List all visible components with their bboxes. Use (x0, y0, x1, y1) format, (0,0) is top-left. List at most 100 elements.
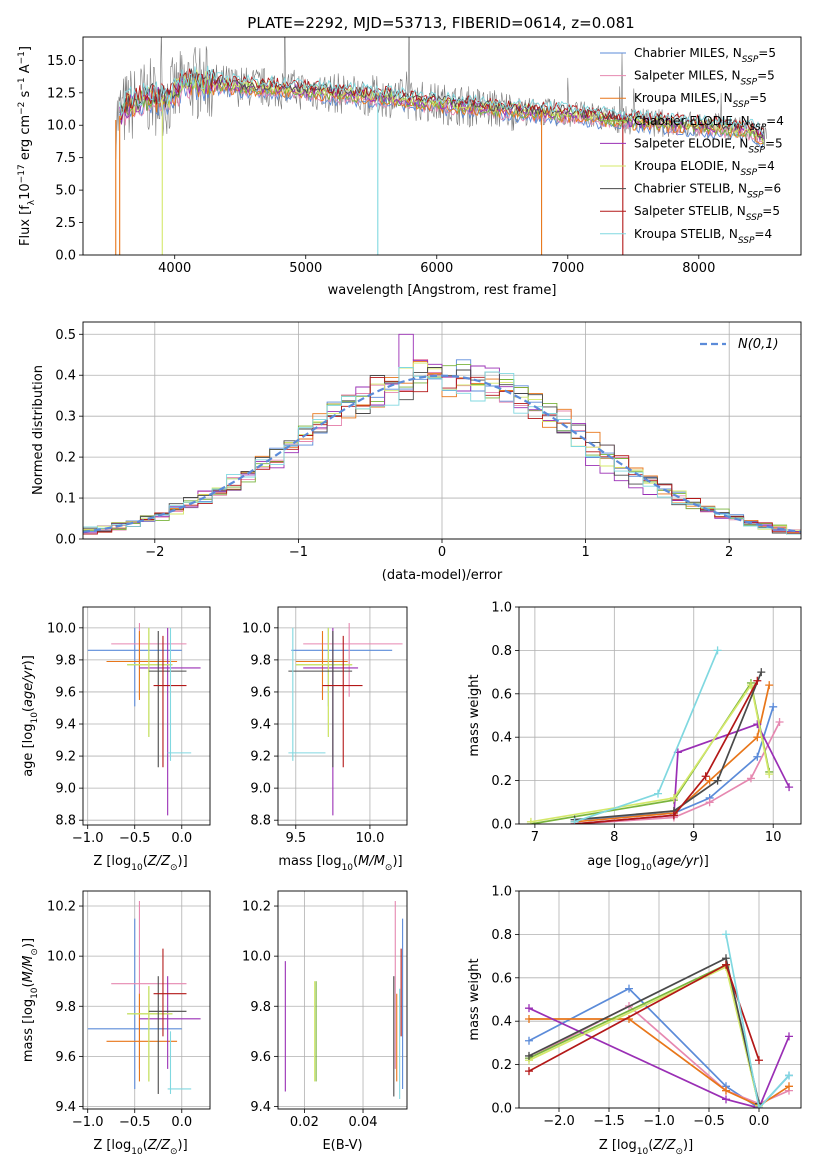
weight-point-marker (722, 930, 730, 939)
weight-Z-axes: −2.0 −1.5 −1.0 −0.5 0.0 0.0 0.2 0.4 0.6 0.8 1.0 mas… (467, 885, 802, 1157)
mass-EBV-xtick-label: 0.04 (349, 1115, 378, 1130)
mass-Z-ytick-label: 10.0 (47, 950, 76, 965)
weight-Z-ytick-label: 0.8 (491, 928, 512, 943)
weight-point-marker (753, 733, 762, 742)
weight-series-line (530, 680, 771, 824)
age-mass-ytick-label: 9.8 (250, 653, 271, 668)
weight-point-marker (785, 783, 794, 792)
age-mass-ytick-label: 9.2 (250, 750, 271, 765)
residuals-plot-area (83, 333, 801, 535)
weight-point-marker (525, 1015, 533, 1024)
weight-point-marker (525, 1051, 533, 1060)
spectrum-ytick-label: 7.5 (55, 151, 76, 166)
weight-point-marker (769, 702, 778, 711)
age-Z-xtick-label: −0.5 (119, 831, 151, 846)
mass-EBV-ytick-label: 10.2 (242, 900, 271, 915)
weight-point-marker (753, 676, 762, 685)
residuals-xtick-label: 1 (581, 545, 589, 560)
mass-Z-plot-area (87, 901, 201, 1094)
legend-label: Salpeter ELODIE, NSSP=5 (634, 136, 783, 155)
weight-age-xtick-label: 8 (610, 830, 618, 845)
weight-Z-ytick-label: 0.6 (491, 971, 512, 986)
weight-Z-xtick-label: −2.0 (543, 1114, 575, 1129)
age-Z-ytick-label: 9.6 (55, 685, 76, 700)
residuals-ytick-label: 0.1 (55, 492, 76, 507)
weight-age-xtick-label: 10 (765, 830, 782, 845)
weight-point-marker (785, 1032, 793, 1041)
residuals-xtick-label: 0 (438, 545, 446, 560)
age-Z-xlabel: Z [log10(Z/Z⊙)] (93, 854, 187, 873)
age-Z-ylabel: age [log10(age/yr)] (21, 655, 40, 777)
residuals-ylabel: Normed distribution (31, 365, 46, 495)
legend-label: Salpeter MILES, NSSP=5 (634, 69, 775, 88)
mass-Z-ytick-label: 9.4 (55, 1100, 76, 1115)
weight-Z-xtick-label: 0.0 (749, 1114, 770, 1129)
weight-series-line (725, 934, 790, 1108)
spectrum-xtick-label: 8000 (682, 261, 715, 276)
legend-label: Chabrier STELIB, NSSP=6 (634, 182, 781, 201)
weight-Z-plot-area (525, 930, 793, 1108)
mass-EBV-ytick-label: 9.4 (250, 1100, 271, 1115)
legend-label: Salpeter STELIB, NSSP=5 (634, 204, 780, 223)
age-Z-ytick-label: 8.8 (55, 814, 76, 829)
age-mass-plot-area (288, 623, 403, 816)
weight-age-xtick-label: 7 (531, 830, 539, 845)
age-Z-xtick-label: 0.0 (171, 831, 192, 846)
mass-Z-xtick-label: −0.5 (119, 1115, 151, 1130)
weight-point-marker (713, 776, 722, 785)
spectrum-xtick-label: 6000 (420, 261, 453, 276)
mass-EBV-xlabel: E(B-V) (322, 1138, 362, 1153)
residuals-xtick-label: −1 (289, 545, 308, 560)
weight-Z-ytick-label: 0.4 (491, 1015, 512, 1030)
weight-point-marker (526, 817, 535, 824)
age-Z-plot-area (87, 623, 201, 816)
weight-point-marker (722, 1086, 730, 1095)
legend-gaussian-label: N(0,1) (738, 337, 779, 352)
mass-Z-xtick-label: 0.0 (171, 1115, 192, 1130)
weight-age-axes: 7 8 9 10 0.0 0.2 0.4 0.6 0.8 1.0 mass weight age [l… (467, 601, 802, 873)
spectrum-ytick-label: 15.0 (47, 54, 76, 69)
weight-point-marker (755, 1104, 763, 1108)
weight-Z-ylabel: mass weight (467, 958, 482, 1040)
weight-Z-xlabel: Z [log10(Z/Z⊙)] (599, 1138, 693, 1157)
mass-Z-axes: −1.0 −0.5 0.0 9.4 9.6 9.8 10.0 10.2 Z [log10(Z/Z… (21, 890, 211, 1157)
residuals-ytick-label: 0.4 (55, 369, 76, 384)
weight-series-line (530, 682, 771, 823)
weight-point-marker (722, 1095, 730, 1104)
age-Z-ytick-label: 9.2 (55, 750, 76, 765)
spectrum-xtick-label: 7000 (551, 261, 584, 276)
age-mass-ytick-label: 9.0 (250, 782, 271, 797)
age-mass-xtick-label: 9.5 (285, 831, 306, 846)
weight-point-marker (746, 774, 755, 783)
weight-Z-ytick-label: 0.2 (491, 1058, 512, 1073)
weight-age-ytick-label: 0.4 (491, 731, 512, 746)
age-mass-axes: 9.5 10.0 8.8 9.0 9.2 9.4 9.6 9.8 10.0 mass [log10… (242, 606, 408, 873)
residuals-ytick-label: 0.0 (55, 533, 76, 548)
mass-Z-ytick-label: 10.2 (47, 900, 76, 915)
weight-point-marker (785, 1082, 793, 1091)
weight-age-xtick-label: 9 (690, 830, 698, 845)
weight-point-marker (722, 960, 730, 969)
weight-point-marker (525, 1004, 533, 1013)
spectrum-xlabel: wavelength [Angstrom, rest frame] (328, 283, 557, 298)
residuals-ytick-label: 0.5 (55, 328, 76, 343)
weight-point-marker (525, 1036, 533, 1045)
mass-EBV-ytick-label: 10.0 (242, 950, 271, 965)
spectrum-ytick-label: 10.0 (47, 119, 76, 134)
mass-Z-xlabel: Z [log10(Z/Z⊙)] (93, 1138, 187, 1157)
residual-histogram-step (83, 367, 801, 535)
weight-point-marker (765, 681, 774, 690)
gaussian-reference-curve (83, 374, 801, 533)
weight-point-marker (755, 1056, 763, 1065)
age-mass-ytick-label: 8.8 (250, 814, 271, 829)
weight-Z-xtick-label: −1.5 (593, 1114, 625, 1129)
weight-point-marker (785, 1071, 793, 1080)
spectrum-ytick-label: 5.0 (55, 184, 76, 199)
weight-point-marker (775, 718, 784, 727)
residual-histogram-step (83, 367, 801, 535)
weight-point-marker (765, 770, 774, 779)
weight-age-ytick-label: 0.6 (491, 687, 512, 702)
weight-point-marker (705, 776, 714, 785)
residuals-xtick-label: −2 (145, 545, 164, 560)
